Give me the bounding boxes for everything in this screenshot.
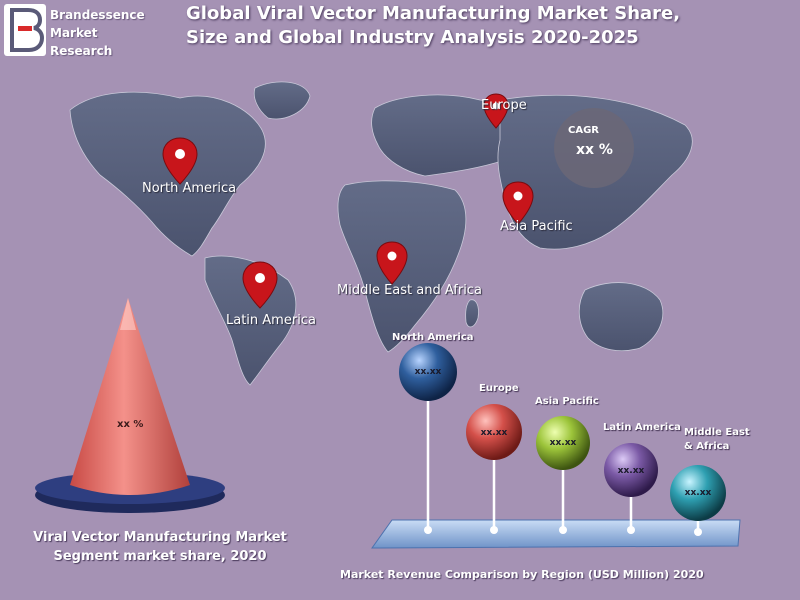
sphere-label-europe: Europe bbox=[479, 383, 519, 394]
sphere-label-asia-pacific: Asia Pacific bbox=[535, 396, 599, 407]
pin-asia-pacific-icon bbox=[502, 181, 534, 225]
map-madagascar bbox=[465, 299, 479, 328]
sphere-value-middle-east-africa: xx.xx bbox=[684, 488, 712, 498]
pin-europe-icon bbox=[483, 93, 509, 129]
cagr-label: CAGR bbox=[568, 125, 599, 136]
map-pins bbox=[162, 93, 534, 309]
segment-caption: Viral Vector Manufacturing Market Segmen… bbox=[33, 530, 287, 564]
sphere-value-north-america: xx.xx bbox=[414, 367, 442, 377]
map-label-asia-pacific: Asia Pacific bbox=[500, 219, 573, 234]
map-australia bbox=[578, 282, 664, 352]
revenue-caption: Market Revenue Comparison by Region (USD… bbox=[340, 568, 704, 581]
sphere-north-america bbox=[399, 343, 457, 401]
sphere-label-middle-east-africa: Middle East & Africa bbox=[684, 427, 750, 452]
sphere-europe bbox=[466, 404, 522, 460]
sphere-label-latin-america: Latin America bbox=[603, 422, 681, 433]
map-label-latin-america: Latin America bbox=[226, 313, 316, 328]
cone-value: xx % bbox=[117, 419, 144, 430]
cone-shape bbox=[70, 298, 190, 495]
pin-middle-east-africa-icon bbox=[376, 241, 408, 285]
sphere-middle-east-africa bbox=[670, 465, 726, 521]
page-title: Global Viral Vector Manufacturing Market… bbox=[186, 3, 681, 48]
brand-logo bbox=[4, 4, 46, 56]
revenue-platform bbox=[371, 519, 741, 549]
map-greenland bbox=[253, 81, 311, 120]
sphere-latin-america bbox=[604, 443, 658, 497]
brand-name: Brandessence Market Research bbox=[50, 8, 145, 58]
cagr-value: xx % bbox=[576, 142, 613, 158]
sphere-label-north-america: North America bbox=[392, 332, 474, 343]
pin-north-america-icon bbox=[162, 137, 198, 185]
map-label-north-america: North America bbox=[142, 181, 237, 196]
map-label-middle-east-africa: Middle East and Africa bbox=[337, 283, 482, 298]
sphere-value-europe: xx.xx bbox=[480, 428, 508, 438]
sphere-asia-pacific bbox=[536, 416, 590, 470]
pin-latin-america-icon bbox=[242, 261, 278, 309]
map-label-europe: Europe bbox=[481, 98, 527, 113]
sphere-value-asia-pacific: xx.xx bbox=[549, 438, 577, 448]
sphere-value-latin-america: xx.xx bbox=[617, 466, 645, 476]
map-north-america bbox=[69, 91, 266, 257]
brand-b-icon bbox=[10, 8, 45, 52]
cagr-circle bbox=[554, 108, 634, 188]
